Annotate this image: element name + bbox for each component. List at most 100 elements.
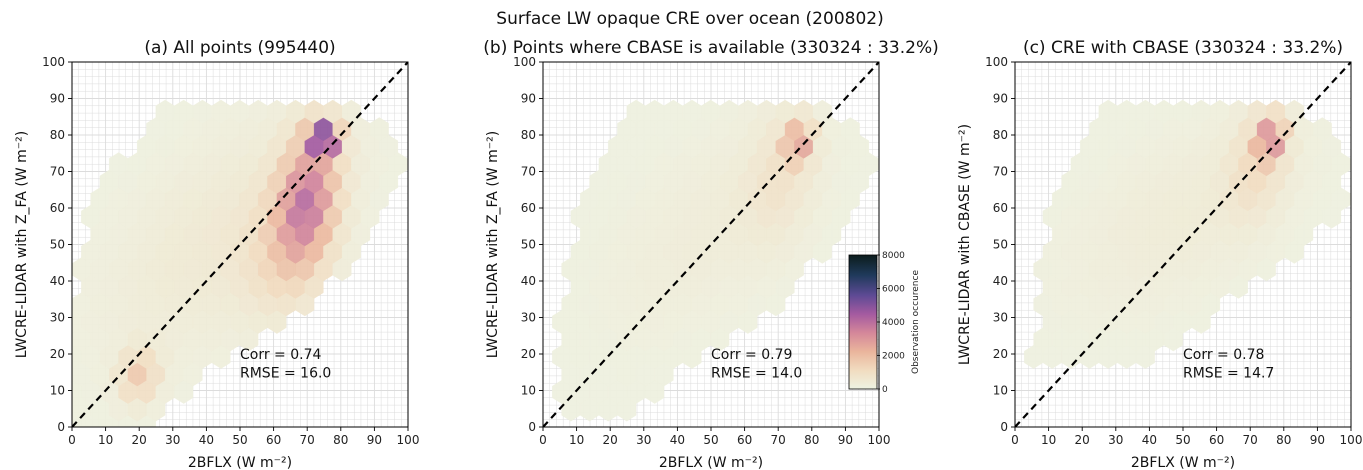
y-tick-label: 10: [50, 384, 65, 398]
x-tick-label: 90: [367, 433, 382, 447]
y-tick-label: 100: [513, 55, 536, 69]
x-tick-label: 50: [703, 433, 718, 447]
x-tick-label: 80: [804, 433, 819, 447]
panel-c: 0 10 20 30 40 50 60 70 80 90 100 0 10 20 30 40 50 60 70 80 9…: [957, 38, 1362, 470]
x-tick-label: 30: [165, 433, 180, 447]
y-tick-label: 50: [993, 238, 1008, 252]
y-tick-label: 40: [521, 274, 536, 288]
x-tick-label: 60: [1209, 433, 1224, 447]
corr-annotation: Corr = 0.79: [711, 347, 792, 363]
x-tick-label: 60: [266, 433, 281, 447]
y-tick-label: 100: [42, 55, 65, 69]
x-tick-label: 10: [98, 433, 113, 447]
x-tick-label: 30: [636, 433, 651, 447]
y-axis-label: LWCRE-LIDAR with CBASE (W m⁻²): [957, 124, 973, 365]
colorbar: 0 2000 4000 6000 8000 Observation occurence: [848, 251, 921, 395]
colorbar-tick-label: 6000: [882, 285, 905, 295]
y-tick-label: 20: [521, 347, 536, 361]
y-tick-label: 40: [50, 274, 65, 288]
y-tick-label: 60: [50, 201, 65, 215]
y-tick-label: 70: [521, 165, 536, 179]
colorbar-tick-label: 4000: [882, 318, 905, 328]
x-tick-label: 80: [333, 433, 348, 447]
y-tick-label: 50: [521, 238, 536, 252]
x-tick-label: 0: [68, 433, 76, 447]
y-tick-label: 80: [521, 128, 536, 142]
y-tick-label: 30: [993, 311, 1008, 325]
x-tick-label: 100: [1340, 433, 1363, 447]
x-tick-label: 70: [771, 433, 786, 447]
figure-title: Surface LW opaque CRE over ocean (200802…: [496, 9, 883, 29]
colorbar-tick-label: 0: [882, 385, 888, 395]
rmse-annotation: RMSE = 16.0: [240, 365, 331, 381]
x-tick-label: 10: [1041, 433, 1056, 447]
hexbin-cells: [1024, 99, 1351, 369]
x-tick-label: 60: [737, 433, 752, 447]
rmse-annotation: RMSE = 14.0: [711, 365, 802, 381]
one-to-one-line: [72, 62, 408, 427]
x-tick-label: 50: [232, 433, 247, 447]
x-tick-label: 20: [1075, 433, 1090, 447]
corr-annotation: Corr = 0.74: [240, 347, 322, 363]
hex-cell: [840, 117, 860, 141]
hex-cell: [369, 117, 389, 141]
y-tick-label: 40: [993, 274, 1008, 288]
hexbin-cells: [552, 99, 879, 422]
x-axis-label: 2BFLX (W m⁻²): [188, 455, 292, 470]
x-tick-label: 50: [1175, 433, 1190, 447]
y-tick-label: 90: [50, 92, 65, 106]
y-tick-label: 30: [521, 311, 536, 325]
x-tick-label: 20: [603, 433, 618, 447]
y-tick-label: 30: [50, 311, 65, 325]
x-tick-label: 20: [132, 433, 147, 447]
x-tick-label: 90: [838, 433, 853, 447]
panel-title: (c) CRE with CBASE (330324 : 33.2%): [1023, 38, 1343, 58]
y-tick-label: 70: [993, 165, 1008, 179]
y-tick-label: 90: [521, 92, 536, 106]
x-tick-label: 100: [868, 433, 891, 447]
hex-cell: [1312, 117, 1332, 141]
panel-a: 0 10 20 30 40 50 60 70 80 90 100 0 10 20 30 40 50 60 70 80 9…: [14, 38, 419, 470]
x-tick-label: 70: [1243, 433, 1258, 447]
colorbar-label: Observation occurence: [911, 270, 921, 374]
y-tick-label: 20: [993, 347, 1008, 361]
colorbar-tick-label: 8000: [882, 251, 905, 261]
y-tick-label: 60: [521, 201, 536, 215]
y-tick-label: 0: [528, 420, 536, 434]
y-axis-label: LWCRE-LIDAR with Z_FA (W m⁻²): [485, 131, 501, 358]
y-tick-label: 10: [993, 384, 1008, 398]
x-tick-label: 40: [1142, 433, 1157, 447]
x-tick-label: 10: [569, 433, 584, 447]
y-tick-label: 20: [50, 347, 65, 361]
x-tick-label: 90: [1310, 433, 1325, 447]
panel-title: (b) Points where CBASE is available (330…: [483, 38, 938, 58]
x-tick-label: 40: [670, 433, 685, 447]
x-axis-label: 2BFLX (W m⁻²): [659, 455, 763, 470]
y-tick-label: 100: [985, 55, 1008, 69]
corr-annotation: Corr = 0.78: [1183, 347, 1264, 363]
y-axis-label: LWCRE-LIDAR with Z_FA (W m⁻²): [14, 131, 30, 358]
one-to-one-line: [543, 62, 879, 427]
y-tick-label: 0: [1000, 420, 1008, 434]
x-tick-label: 70: [300, 433, 315, 447]
panel-title: (a) All points (995440): [144, 38, 335, 58]
x-axis-label: 2BFLX (W m⁻²): [1131, 455, 1235, 470]
y-tick-label: 70: [50, 165, 65, 179]
x-tick-label: 80: [1276, 433, 1291, 447]
y-tick-label: 60: [993, 201, 1008, 215]
y-tick-label: 90: [993, 92, 1008, 106]
x-tick-label: 0: [1011, 433, 1019, 447]
colorbar-tick-label: 2000: [882, 352, 905, 362]
y-tick-label: 80: [50, 128, 65, 142]
y-tick-label: 80: [993, 128, 1008, 142]
y-tick-label: 10: [521, 384, 536, 398]
hexbin-cells: [72, 99, 408, 427]
colorbar-ticks: 0 2000 4000 6000 8000: [877, 251, 905, 395]
panel-b: 0 10 20 30 40 50 60 70 80 90 100 0 10 20 30 40 50 60 70 80 9…: [483, 38, 938, 470]
x-tick-label: 40: [199, 433, 214, 447]
x-tick-label: 30: [1108, 433, 1123, 447]
x-tick-label: 0: [539, 433, 547, 447]
rmse-annotation: RMSE = 14.7: [1183, 365, 1274, 381]
y-tick-label: 50: [50, 238, 65, 252]
